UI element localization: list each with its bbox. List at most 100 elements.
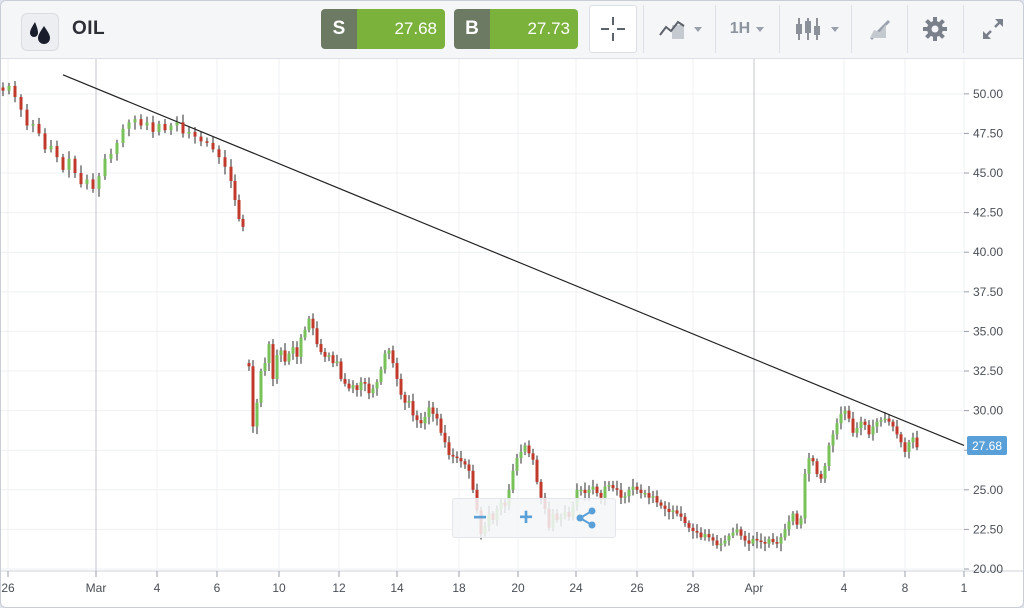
candle-body [687, 523, 691, 528]
candle-body [807, 458, 811, 474]
candle-body [1, 87, 5, 91]
x-tick-label: 4 [841, 581, 848, 595]
candle-body [699, 532, 703, 538]
x-tick-label: 8 [902, 581, 909, 595]
y-tick-label: 30.00 [973, 404, 1003, 418]
candle-body [431, 407, 435, 414]
candle-body [275, 355, 279, 379]
candle-body [539, 481, 543, 498]
candle-body [711, 537, 715, 541]
candle-body [735, 529, 739, 533]
candle-body [643, 492, 647, 495]
candle-body [335, 361, 339, 364]
candle-body [851, 418, 855, 433]
x-tick-label: 18 [452, 581, 466, 595]
candle-body [443, 432, 447, 443]
share-icon [576, 507, 596, 529]
candle-body [163, 123, 167, 131]
zoom-in-button[interactable]: + [518, 504, 533, 531]
candle-body [43, 133, 47, 150]
candle-body [587, 489, 591, 493]
share-button[interactable] [571, 503, 601, 533]
crosshair-button[interactable] [589, 5, 637, 53]
candle-body [639, 489, 643, 493]
x-tick-label: 6 [214, 581, 221, 595]
candle-body [603, 486, 607, 498]
candle-body [787, 521, 791, 530]
candle-body [799, 518, 803, 525]
settings-button[interactable] [915, 5, 955, 53]
candle-body [85, 179, 89, 185]
candle-body [631, 486, 635, 490]
candle-body [651, 496, 655, 498]
candle-body [727, 535, 731, 541]
candle-body [591, 486, 595, 490]
x-tick-label: Apr [745, 581, 764, 595]
candle-body [451, 454, 455, 457]
candles [1, 81, 919, 552]
candle-body [583, 489, 587, 493]
candle-body [319, 344, 323, 353]
candle-body [771, 538, 775, 543]
candle-body [531, 453, 535, 460]
candle-body [715, 540, 719, 546]
chart-type-dropdown[interactable] [651, 5, 709, 53]
candle-body [359, 382, 363, 391]
candle-body [783, 529, 787, 538]
candle-body [847, 410, 851, 419]
candle-body [891, 421, 895, 427]
candle-body [811, 458, 815, 462]
candle-body [271, 344, 275, 379]
candle-body [915, 437, 919, 448]
x-tick-label: Mar [86, 581, 107, 595]
candle-body [217, 149, 221, 158]
candle-body [767, 538, 771, 544]
drawing-tools-button[interactable] [859, 5, 899, 53]
candle-body [519, 451, 523, 459]
candle-body [535, 459, 539, 482]
timeframe-label: 1H [729, 20, 751, 37]
fullscreen-button[interactable] [971, 5, 1015, 53]
gear-icon [923, 17, 947, 41]
candle-body [471, 470, 475, 490]
candle-body [331, 355, 335, 364]
candle-body [887, 418, 891, 422]
drawing-tools-icon [870, 20, 890, 40]
zoom-controls: − + [452, 498, 616, 538]
candle-body [895, 426, 899, 435]
candle-body [695, 530, 699, 533]
sell-button[interactable]: S 27.68 [321, 9, 445, 49]
x-tick-label: 20 [511, 581, 525, 595]
candle-body [25, 109, 29, 126]
candle-body [607, 485, 611, 487]
candle-body [899, 434, 903, 443]
instrument-name: OIL [72, 18, 106, 39]
candle-body [775, 542, 779, 544]
buy-button[interactable]: B 27.73 [454, 9, 578, 49]
candle-body [371, 388, 375, 394]
candle-body [407, 401, 411, 403]
candle-body [739, 529, 743, 536]
line-chart-icon [659, 20, 685, 39]
timeframe-dropdown[interactable]: 1H [723, 5, 771, 53]
candle-body [879, 420, 883, 422]
zoom-out-button[interactable]: − [472, 504, 487, 531]
candle-body [883, 418, 887, 421]
trendline[interactable] [62, 74, 965, 447]
x-tick-label: 10 [272, 581, 286, 595]
candle-body [151, 122, 155, 132]
candle-body [31, 123, 35, 126]
candle-body [743, 535, 747, 541]
candle-body [199, 136, 203, 142]
candle-body [763, 542, 767, 544]
candle-body [363, 382, 367, 384]
candle-body [307, 318, 311, 330]
x-tick-label: 26 [630, 581, 644, 595]
candle-body [367, 383, 371, 394]
candle-body [615, 488, 619, 490]
candle-body [595, 486, 599, 493]
candle-style-dropdown[interactable] [787, 5, 845, 53]
candle-body [193, 131, 197, 137]
x-tick-label: 28 [686, 581, 700, 595]
